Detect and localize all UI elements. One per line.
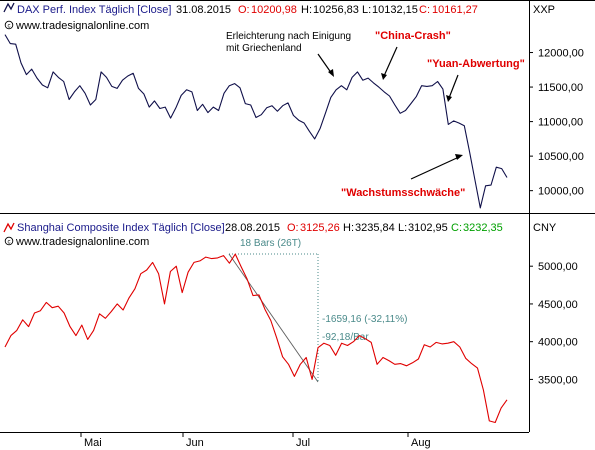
dax-y-tick-label: 11500,00 (538, 82, 583, 94)
dax-annotations: Erleichterung nach Einigung mit Griechen… (226, 30, 525, 199)
shanghai-series-name: Shanghai Composite Index Täglich [Close] (17, 222, 225, 234)
shanghai-header: Shanghai Composite Index Täglich [Close]… (3, 222, 557, 248)
dax-low-value: 10132,15 (372, 4, 418, 16)
shanghai-date: 28.08.2015 (225, 222, 280, 234)
dax-close-label: C: (419, 4, 430, 16)
shanghai-currency: CNY (533, 222, 557, 234)
measurement-line (228, 253, 319, 383)
dax-low-label: L: (362, 4, 371, 16)
shanghai-close-label: C: (451, 222, 462, 234)
x-tick-label: Jun (186, 437, 204, 449)
dax-header: DAX Perf. Index Täglich [Close] 31.08.20… (3, 2, 555, 32)
dax-close-value: 10161,27 (432, 4, 478, 16)
arrow-icon (410, 156, 460, 180)
dax-y-ticks: 12000,00 11500,00 11000,00 10500,00 10000,00 (529, 48, 584, 198)
dax-series-line (4, 34, 508, 209)
x-axis: Mai Jun Jul Aug (0, 432, 529, 449)
arrow-icon (3, 2, 15, 13)
x-tick-label: Aug (411, 437, 431, 449)
shanghai-line-path (4, 253, 508, 424)
annotation-china-crash: "China-Crash" (375, 30, 451, 42)
annotation-yuan: "Yuan-Abwertung" (427, 58, 525, 70)
dax-panel: DAX Perf. Index Täglich [Close] 31.08.20… (0, 0, 595, 213)
arrow-icon (3, 222, 15, 233)
shanghai-y-tick-label: 4000,00 (538, 337, 578, 349)
shanghai-y-tick-label: 4500,00 (538, 299, 578, 311)
shanghai-open-value: 3125,26 (300, 222, 340, 234)
annotation-greece: Erleichterung nach Einigung (226, 31, 351, 42)
measurement-per-bar: -92,18/Bar (322, 332, 369, 343)
dax-y-tick-label: 12000,00 (538, 48, 584, 60)
measurement-bars: 18 Bars (26T) (240, 238, 301, 249)
shanghai-high-label: H: (343, 222, 354, 234)
dax-date: 31.08.2015 (176, 4, 231, 16)
arrow-icon (317, 53, 333, 75)
shanghai-series-line (4, 253, 508, 424)
svg-text:c: c (8, 240, 11, 246)
copyright-icon (4, 20, 14, 30)
dax-y-tick-label: 10500,00 (538, 151, 584, 163)
arrow-icon (448, 74, 459, 99)
shanghai-watermark: www.tradesignalonline.com (15, 236, 149, 248)
x-tick-label: Mai (84, 437, 102, 449)
dax-y-tick-label: 10000,00 (538, 186, 584, 198)
shanghai-open-label: O: (287, 222, 299, 234)
x-tick-label: Jul (296, 437, 310, 449)
arrow-icon (383, 46, 398, 77)
shanghai-y-ticks: 5000,00 4500,00 4000,00 3500,00 (529, 261, 578, 386)
dax-open-value: 10200,98 (251, 4, 297, 16)
shanghai-high-value: 3235,84 (355, 222, 395, 234)
shanghai-low-label: L: (398, 222, 407, 234)
dax-y-tick-label: 11000,00 (538, 117, 583, 129)
shanghai-y-tick-label: 5000,00 (538, 261, 578, 273)
annotation-growth: "Wachstumsschwäche" (341, 187, 465, 199)
measurement-delta: -1659,16 (-32,11%) (322, 314, 407, 325)
dax-currency: XXP (533, 4, 555, 16)
dax-high-value: 10256,83 (313, 4, 359, 16)
dax-watermark: www.tradesignalonline.com (15, 20, 149, 32)
shanghai-y-tick-label: 3500,00 (538, 374, 578, 386)
copyright-icon (4, 236, 14, 246)
dax-line-path (4, 34, 508, 209)
shanghai-close-value: 3232,35 (463, 222, 503, 234)
annotation-greece-line2: mit Griechenland (226, 43, 302, 54)
dax-high-label: H: (301, 4, 312, 16)
shanghai-low-value: 3102,95 (408, 222, 448, 234)
shanghai-panel: Shanghai Composite Index Täglich [Close]… (3, 213, 578, 432)
svg-text:c: c (8, 24, 11, 30)
dax-open-label: O: (238, 4, 250, 16)
dax-series-name: DAX Perf. Index Täglich [Close] (17, 4, 171, 16)
